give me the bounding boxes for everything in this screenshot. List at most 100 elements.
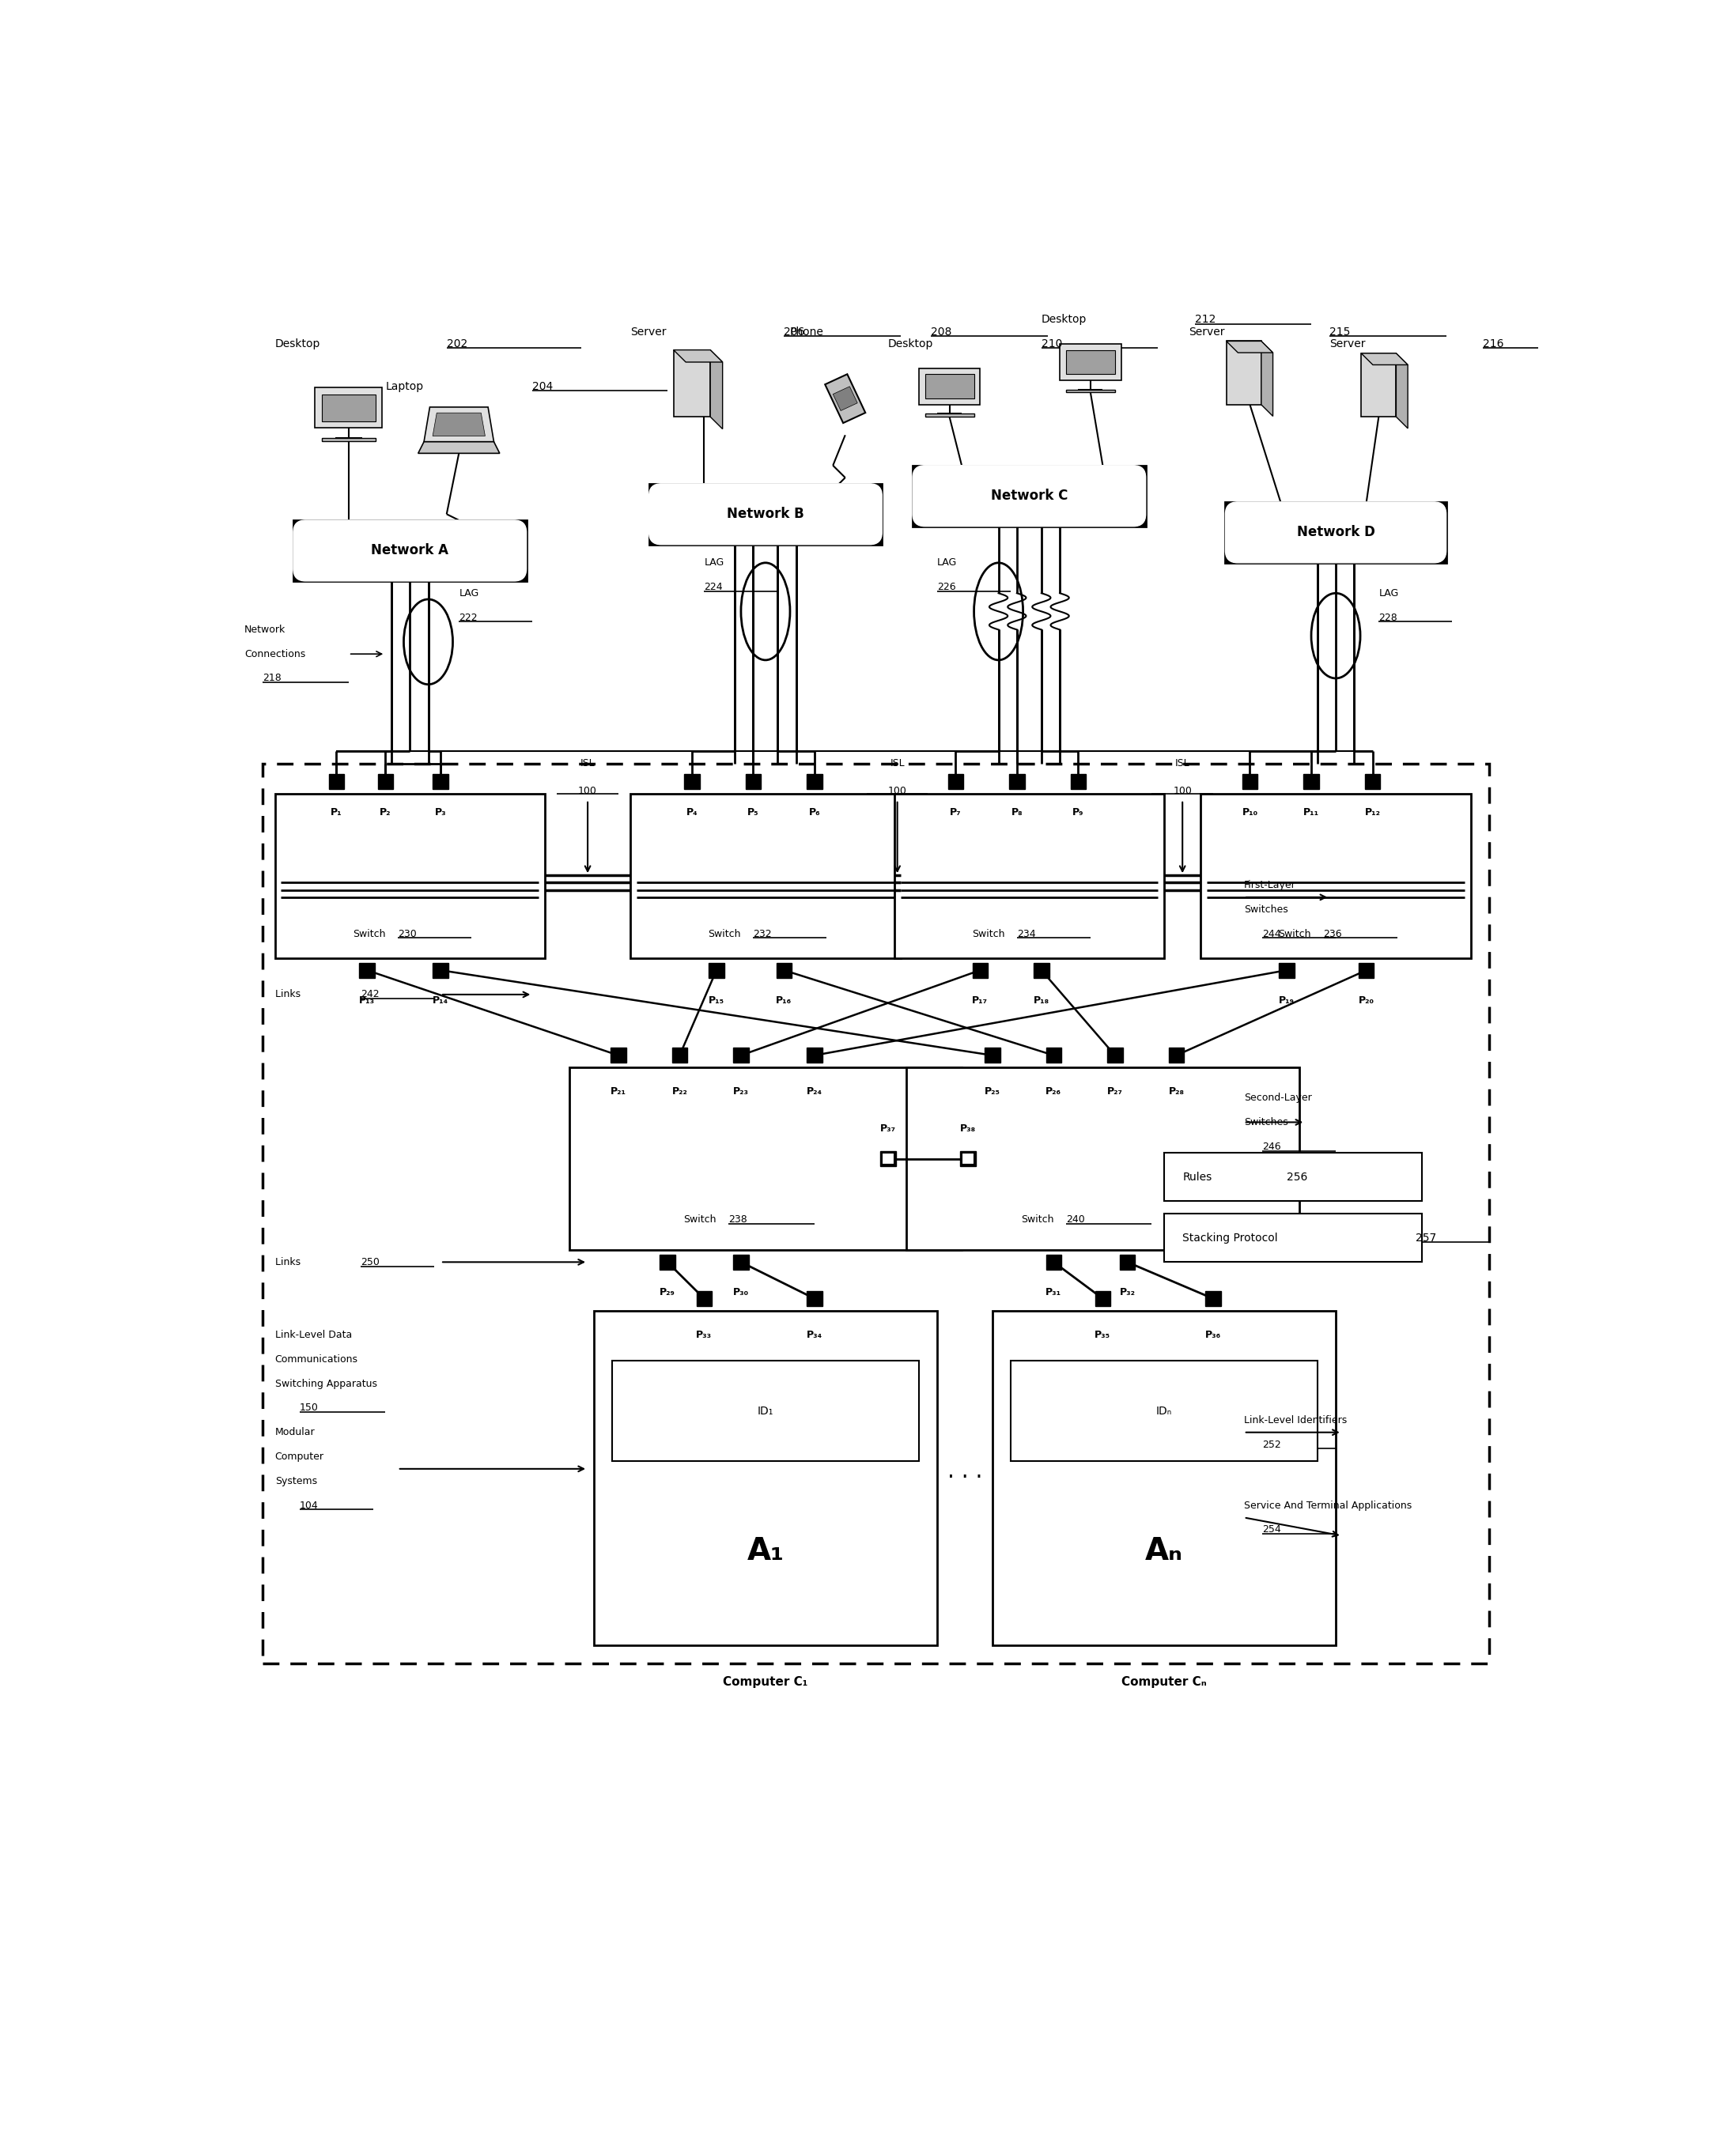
- Bar: [1107, 1048, 1123, 1063]
- Text: Switch: Switch: [708, 929, 742, 938]
- Text: Network C: Network C: [991, 489, 1068, 502]
- Polygon shape: [1060, 343, 1121, 379]
- Text: P₃₁: P₃₁: [1046, 1287, 1061, 1298]
- FancyBboxPatch shape: [294, 520, 526, 580]
- Text: Link-Level Data: Link-Level Data: [275, 1330, 352, 1341]
- Bar: [1010, 1360, 1318, 1462]
- Polygon shape: [321, 438, 376, 442]
- Text: P₄: P₄: [685, 806, 697, 817]
- Text: Switches: Switches: [1244, 1117, 1289, 1128]
- Text: Service And Terminal Applications: Service And Terminal Applications: [1244, 1501, 1418, 1511]
- Bar: [1119, 1255, 1135, 1270]
- Polygon shape: [919, 369, 979, 405]
- Text: 246: 246: [1263, 1141, 1280, 1151]
- Text: Server: Server: [631, 326, 667, 336]
- Bar: [672, 1048, 687, 1063]
- Polygon shape: [832, 386, 858, 410]
- Bar: [378, 774, 393, 789]
- Text: Phone: Phone: [790, 326, 824, 336]
- Text: 222: 222: [460, 612, 477, 623]
- Text: 208: 208: [931, 326, 952, 336]
- Text: ISL: ISL: [1176, 759, 1189, 768]
- Polygon shape: [314, 388, 383, 427]
- Text: 215: 215: [1330, 326, 1350, 336]
- Text: 202: 202: [446, 338, 467, 349]
- Bar: [432, 774, 448, 789]
- Bar: [948, 774, 964, 789]
- FancyBboxPatch shape: [913, 466, 1145, 526]
- Text: P₂₂: P₂₂: [672, 1087, 687, 1097]
- Text: Communications: Communications: [275, 1354, 357, 1365]
- Text: P₆: P₆: [808, 806, 820, 817]
- Text: Second-Layer: Second-Layer: [1244, 1093, 1311, 1104]
- Text: Server: Server: [1188, 326, 1225, 336]
- Text: Links: Links: [275, 1257, 306, 1268]
- Polygon shape: [419, 442, 499, 453]
- Text: 252: 252: [1263, 1440, 1282, 1449]
- Text: Switch: Switch: [1020, 1214, 1054, 1225]
- Text: ISL: ISL: [581, 759, 595, 768]
- Text: P₂₉: P₂₉: [660, 1287, 675, 1298]
- Polygon shape: [424, 407, 494, 442]
- Text: Network: Network: [244, 625, 285, 634]
- Bar: [610, 1048, 625, 1063]
- Bar: [1205, 1291, 1220, 1307]
- Text: First-Layer: First-Layer: [1244, 880, 1295, 890]
- Text: P₃₄: P₃₄: [807, 1330, 822, 1341]
- Text: LAG: LAG: [704, 558, 725, 567]
- Bar: [807, 774, 822, 789]
- Bar: [882, 1153, 894, 1164]
- Polygon shape: [711, 349, 723, 429]
- Bar: [1227, 341, 1261, 405]
- Bar: [733, 1048, 749, 1063]
- Bar: [1278, 962, 1294, 979]
- Bar: [962, 1153, 974, 1164]
- Bar: [569, 1067, 962, 1250]
- Text: P₂₆: P₂₆: [1046, 1087, 1061, 1097]
- Polygon shape: [1227, 341, 1273, 354]
- Text: IDₙ: IDₙ: [1155, 1406, 1172, 1416]
- Text: 234: 234: [1017, 929, 1036, 938]
- Text: P₂₁: P₂₁: [610, 1087, 625, 1097]
- Bar: [321, 395, 376, 420]
- Bar: [1169, 1048, 1184, 1063]
- Text: Computer: Computer: [275, 1451, 325, 1462]
- Text: P₂₄: P₂₄: [807, 1087, 822, 1097]
- Text: P₃₂: P₃₂: [1119, 1287, 1135, 1298]
- Text: P₂₀: P₂₀: [1359, 996, 1374, 1005]
- Text: 228: 228: [1379, 612, 1398, 623]
- Text: A₁: A₁: [747, 1537, 784, 1567]
- Text: Switch: Switch: [684, 1214, 716, 1225]
- Bar: [984, 1048, 1000, 1063]
- Bar: [1010, 774, 1025, 789]
- Text: 232: 232: [754, 929, 772, 938]
- Text: P₂₇: P₂₇: [1107, 1087, 1123, 1097]
- Bar: [1242, 774, 1258, 789]
- Text: P₃: P₃: [434, 806, 446, 817]
- Text: 244: 244: [1263, 929, 1280, 938]
- Text: 257: 257: [1415, 1233, 1436, 1244]
- Text: Laptop: Laptop: [385, 382, 424, 392]
- Text: P₃₈: P₃₈: [960, 1123, 976, 1134]
- Bar: [1095, 1291, 1111, 1307]
- Bar: [807, 1048, 822, 1063]
- Text: P₁₈: P₁₈: [1034, 996, 1049, 1005]
- Text: Links: Links: [275, 990, 306, 1000]
- Text: 218: 218: [263, 673, 282, 683]
- Bar: [660, 1255, 675, 1270]
- Bar: [880, 1151, 896, 1166]
- Bar: [709, 962, 725, 979]
- Polygon shape: [925, 414, 974, 416]
- Bar: [913, 466, 1145, 526]
- Bar: [697, 1291, 713, 1307]
- Bar: [745, 774, 761, 789]
- Text: Rules: Rules: [1183, 1171, 1212, 1181]
- Bar: [1034, 962, 1049, 979]
- Bar: [1304, 774, 1319, 789]
- Polygon shape: [1360, 354, 1408, 364]
- Text: P₁₃: P₁₃: [359, 996, 374, 1005]
- Text: P₂₃: P₂₃: [733, 1087, 749, 1097]
- Bar: [263, 763, 1489, 1664]
- FancyBboxPatch shape: [1225, 502, 1446, 563]
- Text: ISL: ISL: [890, 759, 904, 768]
